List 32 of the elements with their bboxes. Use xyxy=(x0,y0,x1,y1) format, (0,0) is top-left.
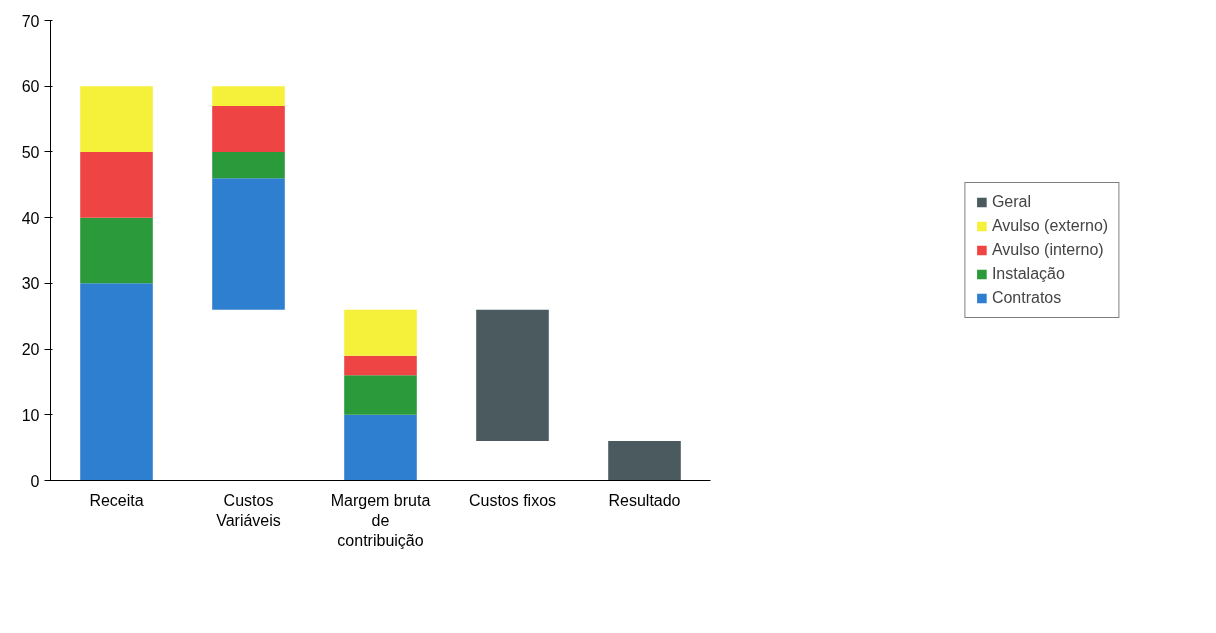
x-tick-label: Receita xyxy=(89,491,144,509)
bar xyxy=(80,283,153,481)
bar xyxy=(80,217,153,284)
bar xyxy=(344,414,417,481)
bar xyxy=(80,86,153,152)
legend-label: Instalação xyxy=(991,265,1065,283)
bar xyxy=(344,355,417,376)
y-tick-label: 30 xyxy=(21,275,40,293)
bar xyxy=(212,178,285,310)
y-tick-label: 20 xyxy=(21,341,40,359)
bar xyxy=(344,309,417,356)
bar xyxy=(212,86,285,106)
legend-label: Geral xyxy=(991,193,1032,211)
y-tick-label: 70 xyxy=(21,12,40,30)
bar xyxy=(80,151,153,218)
legend-label: Avulso (interno) xyxy=(991,241,1104,259)
y-tick-label: 0 xyxy=(30,472,40,490)
x-tick-label: Margem bruta de contribuição xyxy=(330,491,431,550)
bar xyxy=(608,441,681,481)
x-tick-label: Custos Variáveis xyxy=(216,491,281,529)
y-tick-label: 40 xyxy=(21,209,40,227)
legend-label: Contratos xyxy=(991,289,1062,307)
bar xyxy=(344,375,417,415)
y-tick-label: 60 xyxy=(21,78,40,96)
x-tick-label: Custos fixos xyxy=(468,491,557,509)
legend-label: Avulso (externo) xyxy=(991,217,1109,235)
bar xyxy=(212,105,285,152)
y-tick-label: 50 xyxy=(21,143,40,161)
x-tick-label: Resultado xyxy=(608,491,681,509)
bar xyxy=(476,309,549,442)
bar xyxy=(212,151,285,179)
y-tick-label: 10 xyxy=(21,406,40,424)
